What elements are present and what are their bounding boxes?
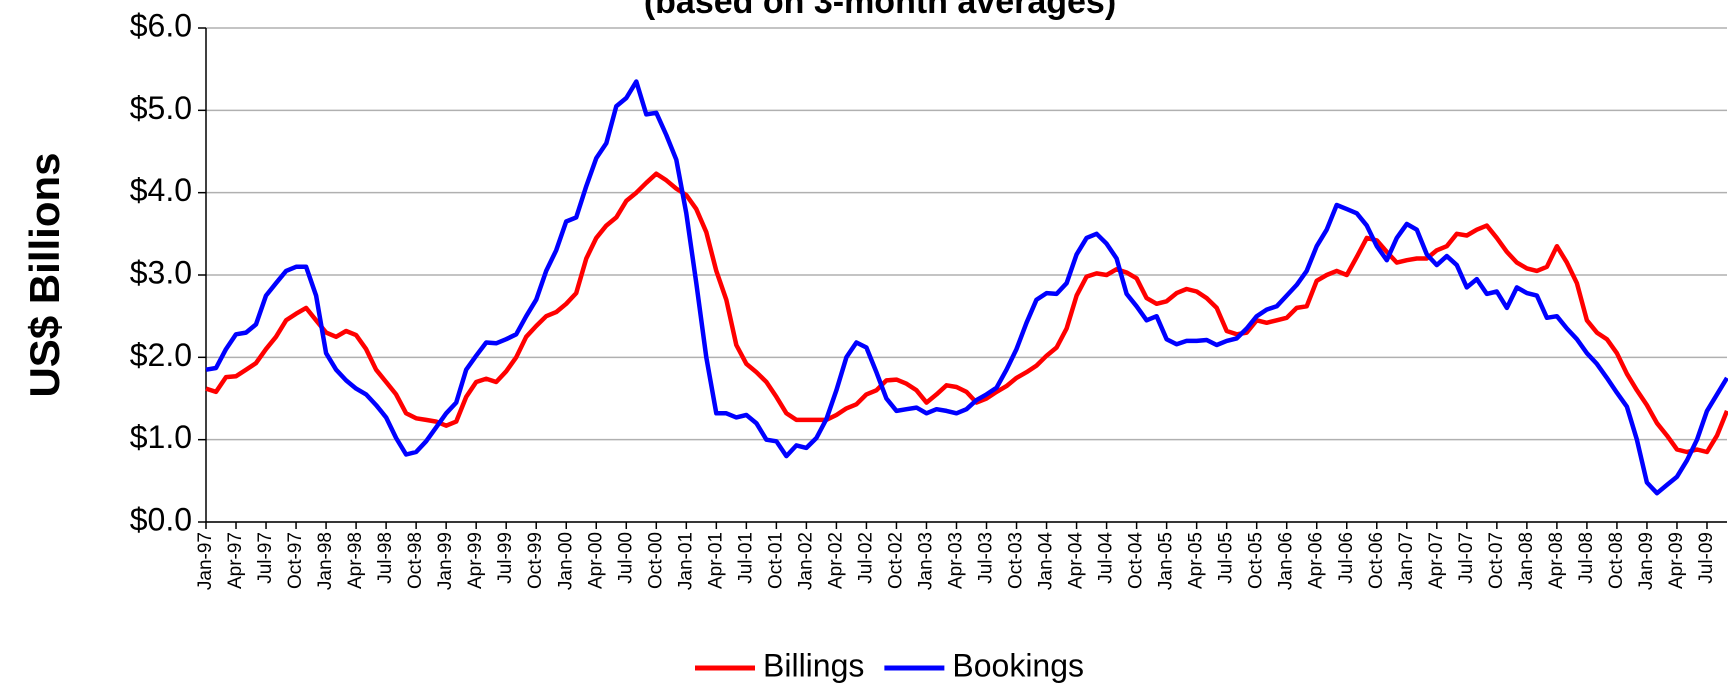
x-tick-label: Jan-06 xyxy=(1276,532,1297,590)
x-tick-label: Jan-99 xyxy=(435,532,456,590)
x-tick-label: Oct-02 xyxy=(885,532,906,589)
x-tick-label: Oct-04 xyxy=(1126,532,1147,589)
x-tick-label: Oct-97 xyxy=(285,532,306,589)
x-tick-label: Jan-01 xyxy=(675,532,696,590)
y-tick-label: $4.0 xyxy=(130,172,192,208)
x-tick-label: Apr-09 xyxy=(1666,532,1687,589)
x-tick-label: Jul-09 xyxy=(1696,532,1717,584)
y-tick-label: $6.0 xyxy=(130,7,192,43)
x-tick-label: Apr-98 xyxy=(345,532,366,589)
x-tick-label: Apr-06 xyxy=(1306,532,1327,589)
x-tick-label: Jan-04 xyxy=(1036,532,1057,591)
y-tick-label: $2.0 xyxy=(130,337,192,373)
x-tick-label: Oct-06 xyxy=(1366,532,1387,589)
x-tick-label: Jan-02 xyxy=(795,532,816,590)
x-tick-label: Jul-00 xyxy=(615,532,636,584)
x-tick-label: Oct-01 xyxy=(765,532,786,589)
x-tick-label: Jan-98 xyxy=(315,532,336,590)
legend-label: Bookings xyxy=(952,647,1084,683)
series-line xyxy=(205,79,1728,496)
chart-title: (based on 3-month averages) xyxy=(644,0,1116,21)
x-tick-label: Apr-03 xyxy=(946,532,967,589)
x-tick-label: Jan-00 xyxy=(555,532,576,590)
x-tick-label: Jan-08 xyxy=(1516,532,1537,590)
x-tick-label: Jul-98 xyxy=(375,532,396,584)
x-tick-label: Apr-97 xyxy=(225,532,246,589)
x-tick-label: Jul-05 xyxy=(1216,532,1237,584)
y-axis-label: US$ Billions xyxy=(21,152,68,397)
x-tick-label: Apr-01 xyxy=(705,532,726,589)
x-tick-label: Apr-02 xyxy=(825,532,846,589)
x-tick-label: Oct-08 xyxy=(1606,532,1627,589)
y-tick-label: $3.0 xyxy=(130,254,192,290)
y-tick-label: $5.0 xyxy=(130,90,192,126)
x-tick-label: Oct-00 xyxy=(645,532,666,589)
x-tick-label: Oct-03 xyxy=(1006,532,1027,589)
x-tick-label: Oct-07 xyxy=(1486,532,1507,589)
x-tick-label: Jul-99 xyxy=(495,532,516,584)
x-tick-label: Apr-05 xyxy=(1186,532,1207,589)
y-tick-label: $0.0 xyxy=(130,501,192,537)
x-tick-label: Jul-07 xyxy=(1456,532,1477,584)
x-tick-label: Apr-99 xyxy=(465,532,486,589)
x-tick-label: Jan-09 xyxy=(1636,532,1657,590)
x-tick-label: Jul-08 xyxy=(1576,532,1597,584)
x-tick-label: Jul-06 xyxy=(1336,532,1357,584)
x-tick-label: Apr-07 xyxy=(1426,532,1447,589)
x-tick-label: Oct-99 xyxy=(525,532,546,589)
x-tick-label: Jan-97 xyxy=(195,532,216,590)
x-tick-label: Jul-01 xyxy=(735,532,756,584)
x-tick-label: Jan-03 xyxy=(915,532,936,590)
x-tick-label: Jul-03 xyxy=(976,532,997,584)
x-tick-label: Jan-07 xyxy=(1396,532,1417,590)
x-tick-label: Jul-02 xyxy=(855,532,876,584)
y-tick-label: $1.0 xyxy=(130,419,192,455)
x-tick-label: Jul-04 xyxy=(1096,532,1117,584)
x-tick-label: Apr-00 xyxy=(585,532,606,589)
x-tick-label: Jan-05 xyxy=(1156,532,1177,590)
x-tick-label: Apr-04 xyxy=(1066,532,1087,589)
series-line xyxy=(205,171,1728,455)
x-tick-label: Apr-08 xyxy=(1546,532,1567,589)
x-tick-label: Oct-98 xyxy=(405,532,426,589)
x-tick-label: Oct-05 xyxy=(1246,532,1267,589)
legend-label: Billings xyxy=(763,647,864,683)
x-tick-label: Jul-97 xyxy=(255,532,276,584)
